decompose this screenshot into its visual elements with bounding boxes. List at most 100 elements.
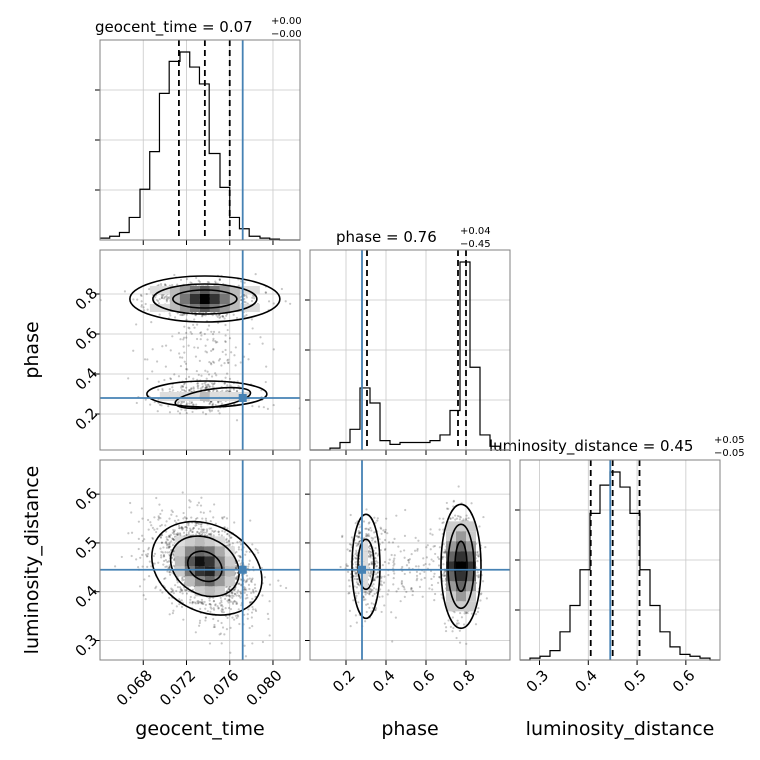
histogram-bin xyxy=(460,262,470,450)
sample-point xyxy=(146,552,150,556)
sample-point xyxy=(203,531,206,534)
sample-point xyxy=(154,587,157,590)
sample-point xyxy=(220,402,224,405)
sample-point xyxy=(219,596,222,600)
title-geocent-time-plus: +0.00 xyxy=(271,16,302,27)
sample-point xyxy=(279,584,282,587)
sample-point xyxy=(227,594,230,598)
sample-point xyxy=(237,608,240,611)
scatter-geocent-time-vs-luminosity-distance: 0.30.40.50.60.068 0.072 0.076 0.080 xyxy=(72,459,301,709)
sample-point xyxy=(173,549,176,553)
sample-point xyxy=(172,538,176,541)
sample-point xyxy=(201,602,204,605)
sample-point xyxy=(168,613,171,616)
sample-point xyxy=(147,575,151,578)
histogram-phase xyxy=(305,249,511,455)
sample-point xyxy=(378,595,381,599)
density-cell xyxy=(184,576,195,587)
sample-point xyxy=(161,345,164,348)
sample-point xyxy=(465,518,468,521)
histogram-bin xyxy=(420,442,430,450)
sample-point xyxy=(225,628,229,631)
sample-point xyxy=(229,536,232,539)
truth-marker xyxy=(238,394,247,402)
sample-point xyxy=(149,403,152,406)
sample-point xyxy=(201,517,204,520)
sample-point xyxy=(200,523,203,526)
sample-point xyxy=(202,528,205,531)
sample-point xyxy=(161,389,164,392)
sample-point xyxy=(223,317,226,320)
sample-point xyxy=(228,599,231,602)
sample-point xyxy=(233,599,236,603)
sample-point xyxy=(159,512,162,516)
sample-point xyxy=(227,586,230,589)
sample-point xyxy=(455,517,459,520)
sample-point xyxy=(250,580,253,584)
sample-point xyxy=(246,578,249,581)
truth-marker xyxy=(238,565,247,574)
sample-point xyxy=(198,621,201,625)
sample-point xyxy=(381,563,384,567)
sample-point xyxy=(160,295,164,298)
sample-point xyxy=(408,571,412,574)
sample-point xyxy=(158,313,161,316)
sample-point xyxy=(376,517,379,520)
sample-point xyxy=(200,374,203,377)
sample-point xyxy=(375,588,378,591)
sample-point xyxy=(194,631,197,634)
sample-point xyxy=(231,542,234,545)
sample-point xyxy=(191,601,195,604)
sample-point xyxy=(221,389,224,392)
sample-point xyxy=(209,610,212,613)
sample-point xyxy=(368,591,371,594)
sample-point xyxy=(268,583,272,586)
sample-point xyxy=(403,588,406,591)
sample-point xyxy=(210,400,213,403)
sample-point xyxy=(221,315,225,318)
sample-point xyxy=(399,550,402,553)
sample-point xyxy=(445,501,448,505)
sample-point xyxy=(223,633,226,636)
sample-point xyxy=(227,601,230,604)
sample-point xyxy=(392,564,395,567)
sample-point xyxy=(203,332,206,336)
density-cell xyxy=(184,546,195,557)
sample-point xyxy=(401,565,404,569)
sample-point xyxy=(476,551,479,554)
sample-point xyxy=(367,549,370,552)
sample-point xyxy=(370,562,373,565)
sample-point xyxy=(153,528,156,531)
sample-point xyxy=(222,611,225,614)
sample-point xyxy=(246,617,249,620)
sample-point xyxy=(223,362,226,365)
sample-point xyxy=(198,280,201,283)
sample-point xyxy=(239,361,242,364)
sample-point xyxy=(237,546,241,549)
sample-point xyxy=(193,601,196,604)
sample-point xyxy=(177,533,180,536)
sample-point xyxy=(235,594,238,597)
density-cell xyxy=(224,566,235,577)
density-cell xyxy=(224,576,235,587)
plot-area xyxy=(100,273,300,422)
title-phase-plus: +0.04 xyxy=(460,226,491,237)
sample-point xyxy=(234,571,237,574)
sample-point xyxy=(393,554,396,557)
sample-point xyxy=(199,387,202,390)
sample-point xyxy=(221,315,225,318)
sample-point xyxy=(129,501,132,505)
sample-point xyxy=(161,387,164,391)
sample-point xyxy=(368,566,371,569)
density-cell xyxy=(209,392,220,401)
sample-point xyxy=(249,519,252,522)
sample-point xyxy=(146,358,149,361)
sample-point xyxy=(210,363,213,366)
sample-point xyxy=(213,382,216,385)
sample-point xyxy=(206,534,209,537)
sample-point xyxy=(208,603,212,606)
sample-point xyxy=(380,584,383,587)
sample-point xyxy=(235,602,239,605)
sample-point xyxy=(446,507,449,510)
sample-point xyxy=(201,411,205,414)
